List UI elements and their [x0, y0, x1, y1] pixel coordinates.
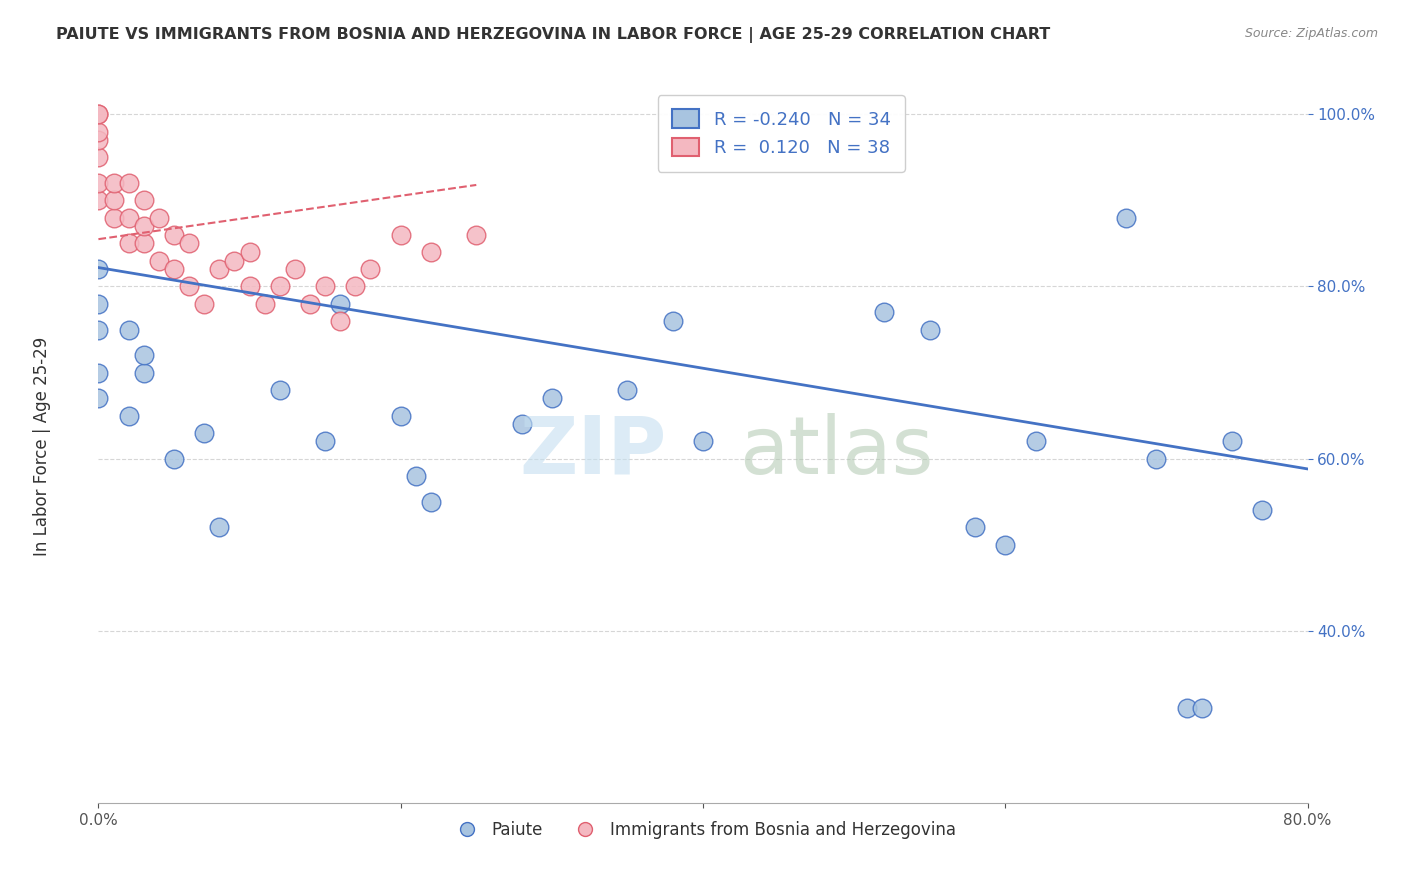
- Point: [87, 125, 110, 139]
- Point: [314, 279, 336, 293]
- Point: [269, 279, 291, 293]
- Point: [118, 409, 141, 423]
- Point: [103, 211, 125, 225]
- Point: [420, 245, 443, 260]
- Point: [87, 392, 110, 406]
- Point: [87, 262, 110, 277]
- Point: [87, 322, 110, 336]
- Point: [103, 176, 125, 190]
- Point: [360, 262, 382, 277]
- Point: [87, 176, 110, 190]
- Point: [692, 434, 714, 449]
- Point: [269, 383, 291, 397]
- Point: [965, 520, 987, 534]
- Point: [193, 296, 215, 310]
- Point: [118, 176, 141, 190]
- Point: [208, 520, 231, 534]
- Point: [314, 434, 336, 449]
- Point: [239, 245, 262, 260]
- Point: [1024, 434, 1046, 449]
- Point: [284, 262, 307, 277]
- Text: atlas: atlas: [740, 413, 934, 491]
- Point: [1115, 211, 1137, 225]
- Legend: Paiute, Immigrants from Bosnia and Herzegovina: Paiute, Immigrants from Bosnia and Herze…: [443, 814, 963, 846]
- Text: Source: ZipAtlas.com: Source: ZipAtlas.com: [1244, 27, 1378, 40]
- Text: ZIP: ZIP: [519, 413, 666, 491]
- Point: [103, 194, 125, 208]
- Point: [344, 279, 367, 293]
- Point: [918, 322, 941, 336]
- Point: [132, 194, 155, 208]
- Point: [540, 392, 562, 406]
- Point: [994, 538, 1017, 552]
- Point: [1144, 451, 1167, 466]
- Point: [208, 262, 231, 277]
- Point: [87, 107, 110, 121]
- Point: [224, 253, 246, 268]
- Point: [1251, 503, 1274, 517]
- Text: In Labor Force | Age 25-29: In Labor Force | Age 25-29: [34, 336, 51, 556]
- Text: PAIUTE VS IMMIGRANTS FROM BOSNIA AND HERZEGOVINA IN LABOR FORCE | AGE 25-29 CORR: PAIUTE VS IMMIGRANTS FROM BOSNIA AND HER…: [56, 27, 1050, 43]
- Point: [1220, 434, 1243, 449]
- Point: [193, 425, 215, 440]
- Point: [616, 383, 638, 397]
- Point: [329, 314, 352, 328]
- Point: [299, 296, 322, 310]
- Point: [118, 211, 141, 225]
- Point: [1175, 701, 1198, 715]
- Point: [87, 150, 110, 164]
- Point: [253, 296, 276, 310]
- Point: [873, 305, 896, 319]
- Point: [239, 279, 262, 293]
- Point: [510, 417, 533, 432]
- Point: [148, 253, 170, 268]
- Point: [329, 296, 352, 310]
- Point: [163, 451, 186, 466]
- Point: [148, 211, 170, 225]
- Point: [661, 314, 683, 328]
- Point: [132, 366, 155, 380]
- Point: [179, 279, 201, 293]
- Point: [132, 348, 155, 362]
- Point: [118, 236, 141, 251]
- Point: [132, 236, 155, 251]
- Point: [118, 322, 141, 336]
- Point: [87, 366, 110, 380]
- Point: [87, 133, 110, 147]
- Point: [163, 227, 186, 242]
- Point: [163, 262, 186, 277]
- Point: [87, 194, 110, 208]
- Point: [132, 219, 155, 234]
- Point: [1191, 701, 1213, 715]
- Point: [179, 236, 201, 251]
- Point: [420, 494, 443, 508]
- Point: [389, 227, 412, 242]
- Point: [465, 227, 488, 242]
- Point: [87, 107, 110, 121]
- Point: [87, 296, 110, 310]
- Point: [405, 468, 427, 483]
- Point: [389, 409, 412, 423]
